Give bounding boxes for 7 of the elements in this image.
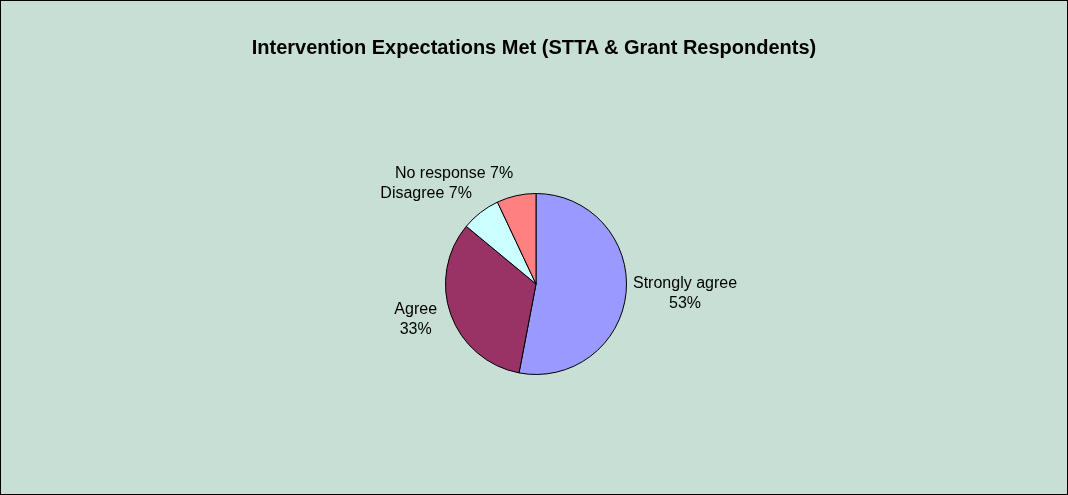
chart-title: Intervention Expectations Met (STTA & Grant Respondents) — [251, 35, 817, 58]
slice-label: Strongly agree — [633, 274, 738, 292]
data-label: 53% — [669, 294, 702, 312]
slice-label: Disagree 7% — [380, 183, 472, 201]
data-label: 33% — [399, 319, 432, 337]
slice-label: Agree — [394, 299, 438, 317]
slice-label: No response 7% — [394, 164, 514, 182]
